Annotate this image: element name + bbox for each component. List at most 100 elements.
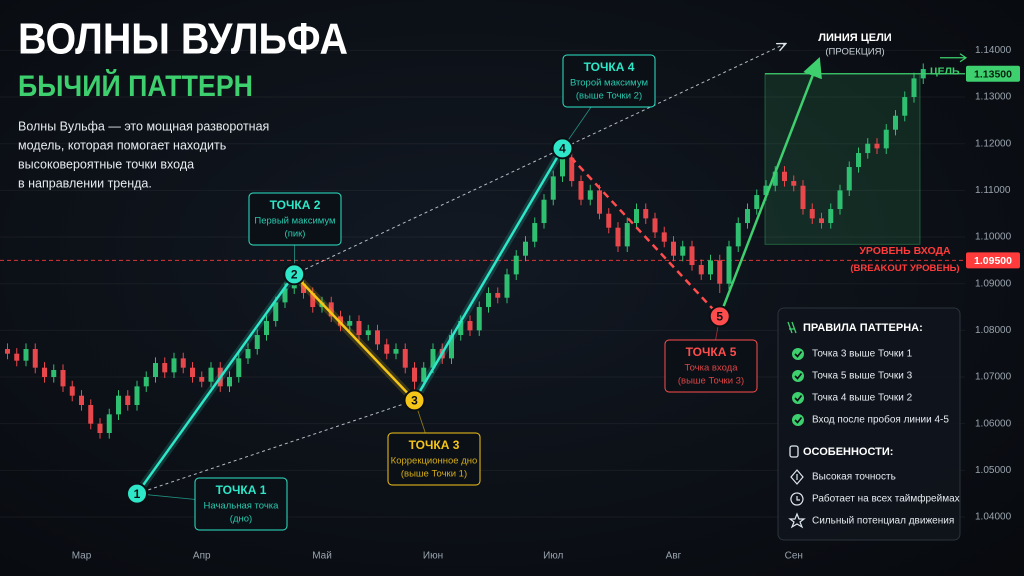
candle-body [14,353,20,361]
candle-body [495,293,501,298]
candle-body [5,349,10,354]
candle-body [282,288,288,303]
description: модель, которая помогает находить [18,138,226,152]
feature-icon [788,512,806,529]
candle-body [763,185,769,196]
candle-body [856,153,861,168]
point-marker [708,305,731,328]
candle-body [208,367,214,382]
candle-body [578,181,584,200]
feature-icon-header [789,445,799,458]
rule-item: Точка 5 выше Точки 3 [812,371,913,382]
point-marker [126,482,148,505]
candle-body [772,171,778,186]
candle-body [375,330,380,345]
wave-line [413,147,564,401]
check-mark [794,417,803,424]
candle-body [532,223,538,242]
candle-body [874,143,880,149]
candle-body [310,293,316,308]
y-tick-label: 1.10000 [975,232,1012,243]
point-text: Точка входа [685,363,739,374]
candle-body [615,227,621,247]
description: Волны Вульфа — это мощная разворотная [18,119,269,133]
point-label: 2 [291,268,298,282]
point-text: (дно) [230,514,252,525]
candle-body [837,190,843,210]
candle-body [264,321,269,336]
candle-body [597,190,602,214]
point-box [562,54,656,108]
candle-body [273,302,279,322]
target-label: ЦЕЛЬ [930,66,960,78]
candle-body [458,321,464,336]
candle-body [162,363,168,373]
candle-body [550,176,556,200]
y-tick-label: 1.13000 [975,92,1012,103]
candle-body [42,367,47,378]
feature-item: Работает на всех таймфреймах [812,493,960,505]
point-title: ТОЧКА 1 [216,483,267,497]
candle-body [32,349,38,368]
candle-body [449,335,454,359]
x-tick-label: Апр [193,551,211,562]
y-tick-label: 1.05000 [975,465,1012,476]
candle-body [134,386,140,406]
candle-body [486,293,491,308]
candle-body [708,260,713,275]
point-title: ТОЧКА 2 [270,198,321,212]
feature-icon [790,492,804,506]
point-title: ТОЧКА 3 [409,438,460,452]
point-text: Начальная точка [204,501,280,512]
candle-body [402,349,408,368]
point-label: 1 [134,487,141,501]
candle-body [51,370,57,378]
candle-body [726,246,732,284]
candle-body [467,321,473,331]
check-icon [792,392,804,404]
candle-body [153,363,158,378]
candle-body [791,181,797,186]
candle-body [88,405,94,424]
target-line-sublabel: (ПРОЕКЦИЯ) [825,47,884,58]
trend-line [136,399,415,495]
rules-title: ПРАВИЛА ПАТТЕРНА: [803,322,923,334]
point-box [248,192,342,246]
trend-line [294,44,785,275]
candle-body [236,358,242,378]
candle-body [190,367,195,378]
candle-body [587,190,593,200]
x-tick-label: Сен [785,551,803,562]
rules-panel: ПРАВИЛА ПАТТЕРНА: ОСОБЕННОСТИ: Точка 3 в… [777,307,961,541]
price-tag [966,252,1020,269]
panel-box [777,307,961,541]
price-tag [966,65,1020,82]
candle-body [541,199,547,224]
candle-body [735,223,741,247]
target-arrow [718,57,822,317]
candle-body [365,330,371,336]
candle-body [698,265,704,275]
point-label: 5 [716,310,723,324]
title: ВОЛНЫ ВУЛЬФА [18,15,348,64]
point-box [387,432,481,486]
subtitle: БЫЧИЙ ПАТТЕРН [18,69,253,103]
candle-body [523,241,528,256]
point-label: 4 [559,142,566,156]
candle-body [69,386,75,396]
candle-body [412,367,417,382]
feature-item: Высокая точность [812,472,896,483]
features-title: ОСОБЕННОСТИ: [803,446,893,458]
wave-line [135,273,296,495]
y-tick-label: 1.12000 [975,138,1012,149]
y-tick-label: 1.09000 [975,278,1012,289]
candle-body [430,349,436,368]
candle-body [356,321,362,336]
candle-body [671,241,676,256]
y-tick-label: 1.04000 [975,512,1012,523]
candle-body [717,260,723,284]
x-tick-label: Июл [543,551,563,562]
plot: 1.04000 1.05000 1.06000 1.07000 1.08000 1.090… [0,32,1020,562]
point-marker [403,389,426,412]
candle-body [606,213,612,228]
